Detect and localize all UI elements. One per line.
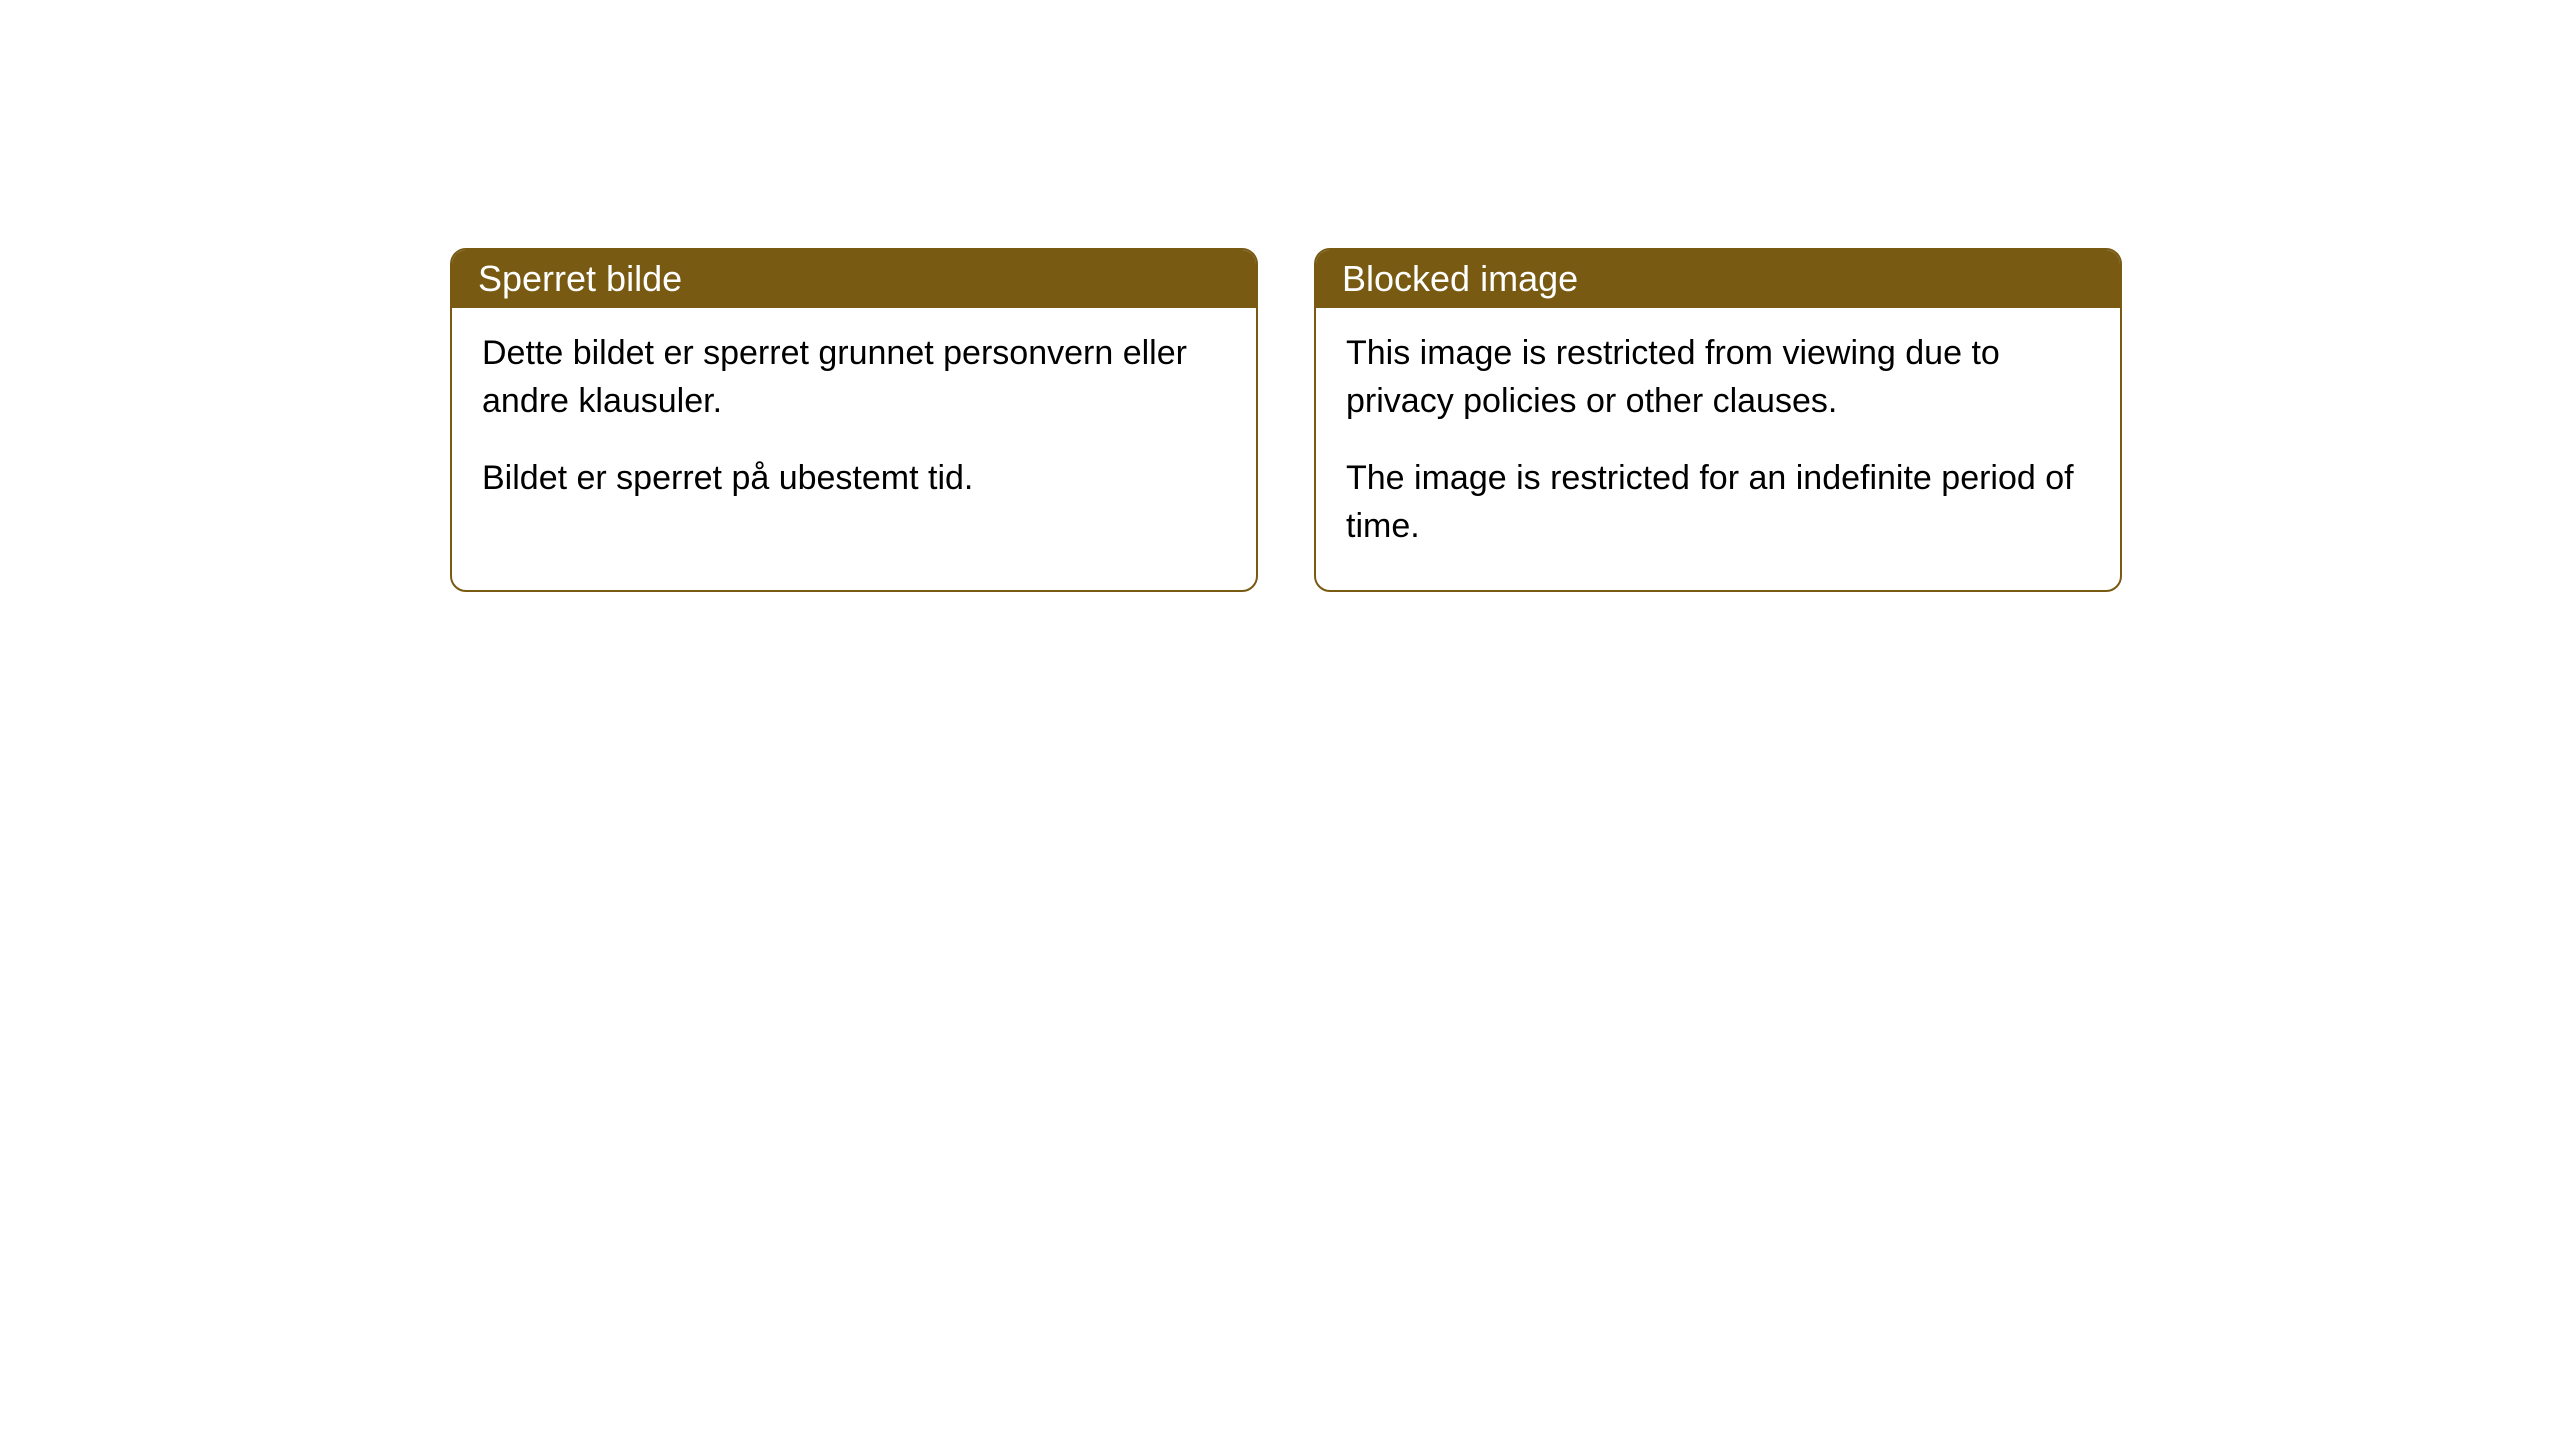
card-paragraph: This image is restricted from viewing du… (1346, 330, 2090, 425)
card-title: Blocked image (1342, 258, 1578, 299)
card-body-norwegian: Dette bildet er sperret grunnet personve… (452, 308, 1256, 543)
card-paragraph: Dette bildet er sperret grunnet personve… (482, 330, 1226, 425)
card-paragraph: The image is restricted for an indefinit… (1346, 455, 2090, 550)
card-header-english: Blocked image (1316, 250, 2120, 308)
notice-card-english: Blocked image This image is restricted f… (1314, 248, 2122, 592)
card-body-english: This image is restricted from viewing du… (1316, 308, 2120, 590)
card-paragraph: Bildet er sperret på ubestemt tid. (482, 455, 1226, 503)
card-title: Sperret bilde (478, 258, 682, 299)
card-header-norwegian: Sperret bilde (452, 250, 1256, 308)
notice-card-norwegian: Sperret bilde Dette bildet er sperret gr… (450, 248, 1258, 592)
notice-cards-container: Sperret bilde Dette bildet er sperret gr… (450, 248, 2122, 592)
